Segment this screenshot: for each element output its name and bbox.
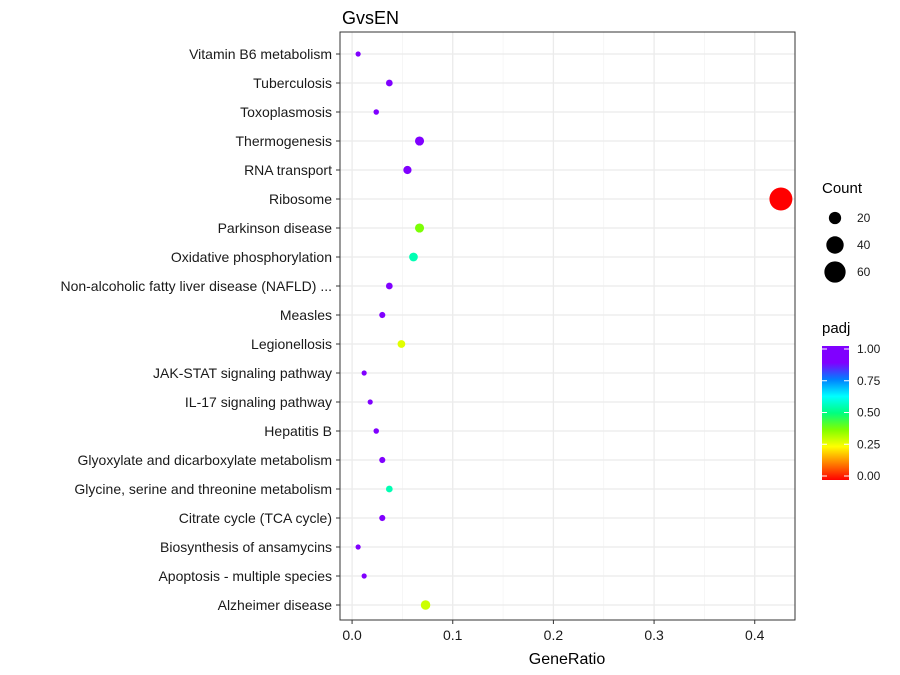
legend-count-circle [828,211,842,225]
data-point [414,136,425,146]
data-point [367,399,373,405]
data-point [409,252,418,262]
legend-count-label: 20 [857,211,871,225]
y-tick-label: Glycine, serine and threonine metabolism [74,481,332,497]
legend-padj-label: 0.75 [857,374,881,388]
data-point [397,340,406,348]
data-point [403,165,412,175]
legend-padj-label: 0.25 [857,437,881,451]
y-tick-label: Measles [280,307,332,323]
legend-count-circle [826,236,844,254]
data-point [385,79,393,87]
data-point [355,51,361,57]
y-axis: Vitamin B6 metabolism Tuberculosis Toxopla… [60,46,340,613]
legend-count-label: 60 [857,265,871,279]
data-point [373,109,379,115]
y-tick-label: Toxoplasmosis [240,104,332,120]
data-point [355,544,361,550]
legend-padj: padj 0.00 0.25 0.50 0.75 1.00 [822,320,881,483]
x-tick-label: 0.4 [745,627,765,643]
legend-padj-title: padj [822,320,850,337]
legend-count-circle [824,261,846,283]
y-tick-label: Thermogenesis [236,133,333,149]
data-point [385,485,393,493]
y-tick-label: RNA transport [244,162,332,178]
panel-border [339,31,796,621]
legend-padj-label: 0.00 [857,469,881,483]
legend-padj-label: 0.50 [857,406,881,420]
panel-background [340,32,795,620]
data-point [361,573,367,579]
y-tick-label: Glyoxylate and dicarboxylate metabolism [78,452,332,468]
y-tick-label: Non-alcoholic fatty liver disease (NAFLD… [60,278,332,294]
x-tick-label: 0.3 [644,627,664,643]
y-tick-label: JAK-STAT signaling pathway [153,365,332,381]
data-point [414,223,425,233]
legend-count: Count 20 40 60 [822,180,871,283]
x-tick-label: 0.0 [342,627,362,643]
y-tick-label: Tuberculosis [253,75,332,91]
x-tick-label: 0.2 [544,627,564,643]
x-axis: 0.0 0.1 0.2 0.3 0.4 [342,620,765,643]
data-point [385,282,393,290]
data-point [379,456,386,464]
data-point [373,428,379,434]
plot-panel [339,31,796,621]
x-tick-label: 0.1 [443,627,463,643]
y-tick-label: Vitamin B6 metabolism [189,46,332,62]
data-point [769,187,793,211]
y-tick-label: Apoptosis - multiple species [158,568,332,584]
y-tick-label: Hepatitis B [264,423,332,439]
y-tick-label: IL-17 signaling pathway [185,394,332,410]
data-point [420,600,431,610]
data-point [379,311,386,319]
chart-title: GvsEN [342,8,399,28]
legend-padj-label: 1.00 [857,342,881,356]
y-tick-label: Oxidative phosphorylation [171,249,332,265]
data-point [361,370,367,376]
y-tick-label: Ribosome [269,191,332,207]
x-axis-label: GeneRatio [529,651,606,668]
legend-count-label: 40 [857,238,871,252]
y-tick-label: Biosynthesis of ansamycins [160,539,332,555]
y-tick-label: Legionellosis [251,336,332,352]
y-tick-label: Parkinson disease [218,220,333,236]
y-tick-label: Citrate cycle (TCA cycle) [179,510,332,526]
legend-count-title: Count [822,180,863,197]
data-point [379,514,386,522]
y-tick-label: Alzheimer disease [218,597,333,613]
